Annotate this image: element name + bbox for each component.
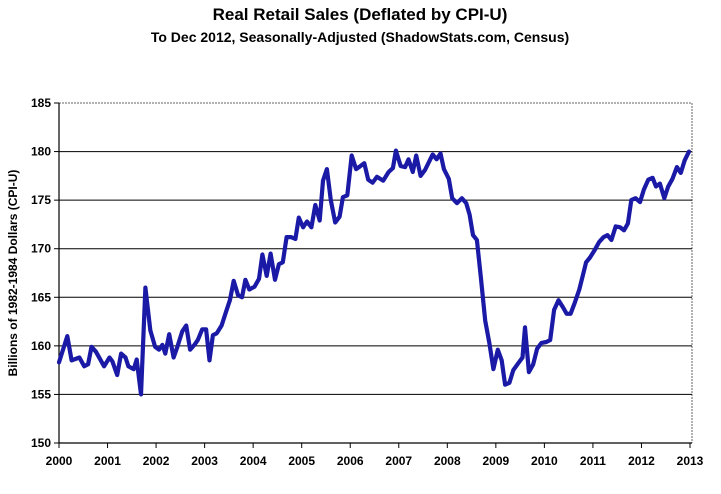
x-tick-label: 2010 [531,454,558,468]
x-axis: 2000 2001 2002 2003 2004 2005 2006 2007 2008 2009… [46,443,704,468]
x-tick-label: 2013 [677,454,704,468]
x-tick-label: 2001 [94,454,121,468]
x-tick-label: 2000 [46,454,73,468]
x-tick-label: 2002 [143,454,170,468]
y-tick-label: 170 [31,242,51,256]
y-axis-label: Billions of 1982-1984 Dollars (CPI-U) [6,170,20,377]
x-tick-label: 2005 [288,454,315,468]
x-tick-label: 2004 [240,454,267,468]
gridlines [59,103,692,443]
y-tick-label: 185 [31,96,51,110]
series-group [59,151,689,395]
y-tick-label: 175 [31,193,51,207]
x-tick-label: 2008 [434,454,461,468]
y-tick-label: 180 [31,145,51,159]
x-tick-label: 2007 [385,454,412,468]
y-tick-label: 155 [31,387,51,401]
chart-title: Real Retail Sales (Deflated by CPI-U) [213,5,508,24]
y-tick-label: 160 [31,339,51,353]
y-tick-label: 165 [31,290,51,304]
x-tick-label: 2009 [482,454,509,468]
series-line-real-retail-sales [59,151,689,395]
y-axis: 150 155 160 165 170 175 180 185 [31,96,59,450]
y-tick-label: 150 [31,436,51,450]
x-tick-label: 2011 [580,454,606,468]
x-tick-label: 2003 [191,454,218,468]
x-tick-label: 2012 [628,454,655,468]
chart-subtitle: To Dec 2012, Seasonally-Adjusted (Shadow… [151,29,569,45]
x-tick-label: 2006 [337,454,364,468]
